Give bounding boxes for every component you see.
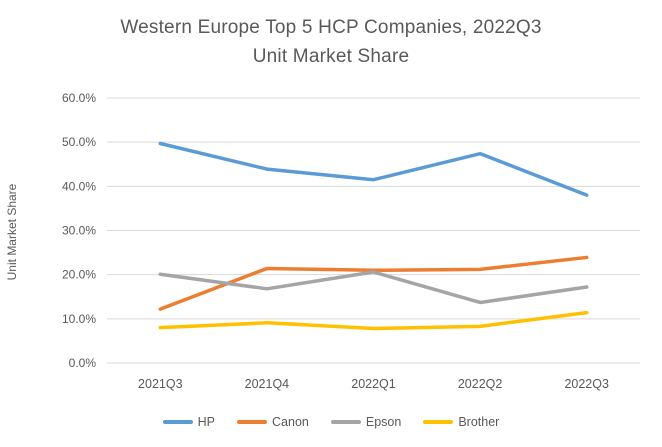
y-tick-label: 50.0% [62,135,96,149]
legend: HP Canon Epson Brother [0,415,662,429]
legend-swatch-epson [330,420,361,424]
legend-label-canon: Canon [272,415,309,429]
y-tick-label: 40.0% [62,179,96,193]
legend-swatch-hp [162,420,193,424]
series-line-brother [158,310,589,331]
legend-label-brother: Brother [458,415,500,429]
series-line-canon [158,255,589,311]
legend-swatch-brother [423,420,454,424]
legend-label-hp: HP [197,415,216,429]
x-tick-label: 2022Q3 [564,377,609,391]
legend-label-epson: Epson [365,415,402,429]
y-tick-label: 0.0% [69,356,97,370]
legend-swatch-canon [237,420,268,424]
series-line-hp [158,141,589,197]
x-tick-label: 2021Q3 [138,377,183,391]
x-tick-label: 2022Q1 [351,377,396,391]
x-tick-label: 2022Q2 [458,377,503,391]
legend-item-canon: Canon [237,415,309,429]
x-tick-label: 2021Q4 [245,377,290,391]
y-tick-label: 60.0% [62,91,96,105]
chart-title-line2: Unit Market Share [252,46,410,67]
chart-title: Western Europe Top 5 HCP Companies, 2022… [0,13,662,71]
series-line-epson [158,270,589,305]
chart-title-line1: Western Europe Top 5 HCP Companies, 2022… [120,17,542,38]
legend-item-brother: Brother [423,415,499,429]
y-tick-label: 10.0% [62,312,96,326]
y-tick-label: 30.0% [62,224,96,238]
y-tick-label: 20.0% [62,268,96,282]
legend-item-epson: Epson [330,415,402,429]
legend-item-hp: HP [162,415,216,429]
